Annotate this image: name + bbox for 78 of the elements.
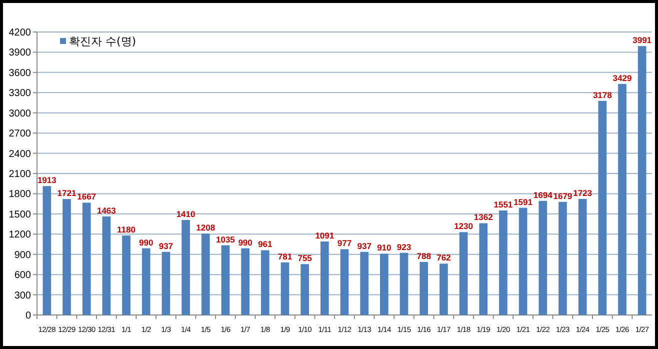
y-tick-label: 3900 — [8, 48, 32, 59]
data-label: 1410 — [176, 208, 196, 219]
y-tick-label: 2100 — [8, 169, 32, 180]
y-tick-label: 2400 — [8, 148, 32, 160]
data-label: 990 — [238, 237, 253, 248]
data-label: 1362 — [474, 212, 494, 222]
bar — [598, 100, 607, 315]
bar — [280, 262, 290, 315]
bar — [638, 46, 646, 315]
data-label: 1679 — [553, 190, 572, 201]
data-label: 1721 — [57, 188, 76, 198]
data-label: 788 — [416, 250, 432, 261]
bar — [538, 200, 548, 315]
data-label: 755 — [298, 253, 312, 264]
bar — [400, 252, 408, 315]
data-label: 3178 — [592, 90, 612, 100]
data-label: 1230 — [454, 221, 474, 232]
bar — [459, 232, 468, 315]
data-label: 961 — [258, 239, 273, 250]
bar — [122, 235, 130, 315]
bar — [340, 249, 349, 315]
bar — [479, 223, 488, 315]
bar — [62, 199, 71, 315]
data-label: 1694 — [533, 190, 553, 200]
y-tick-label: 900 — [14, 250, 32, 261]
bar — [440, 264, 448, 315]
bar — [360, 252, 369, 315]
y-tick-label: 3300 — [8, 88, 32, 100]
y-tick-label: 3600 — [8, 68, 32, 79]
y-tick-label: 3000 — [8, 108, 32, 120]
y-tick-label: 1800 — [8, 189, 32, 200]
y-tick-label: 1500 — [8, 209, 32, 220]
data-label: 1551 — [494, 199, 513, 210]
bar — [162, 252, 170, 315]
bar — [320, 241, 329, 315]
data-label: 910 — [377, 242, 392, 253]
data-label: 1463 — [96, 205, 116, 216]
legend-label: 확진자 수(명) — [69, 35, 136, 48]
bar — [499, 210, 508, 315]
y-tick-label: 4200 — [8, 28, 32, 38]
bar — [201, 234, 210, 315]
bar — [102, 216, 111, 315]
data-label: 1208 — [196, 222, 216, 233]
y-tick-label: 2700 — [8, 128, 32, 140]
bar — [518, 208, 528, 315]
data-label: 3991 — [632, 35, 652, 46]
bar — [618, 84, 626, 315]
data-label: 977 — [337, 238, 352, 248]
bar — [241, 248, 250, 315]
data-label: 1180 — [117, 224, 136, 234]
data-label: 1667 — [77, 192, 96, 202]
data-label: 923 — [396, 242, 412, 252]
bar — [420, 262, 428, 315]
data-label: 1035 — [216, 234, 236, 244]
bar — [260, 250, 270, 315]
bar — [82, 202, 91, 315]
data-label: 3429 — [612, 72, 632, 83]
data-label: 937 — [357, 240, 372, 251]
data-label: 990 — [139, 237, 154, 248]
data-label: 781 — [278, 251, 292, 262]
data-label: 1591 — [514, 196, 533, 207]
y-tick-label: 600 — [14, 270, 32, 282]
y-tick-label: 1200 — [8, 230, 32, 241]
bar — [578, 198, 587, 315]
data-label: 1723 — [573, 188, 592, 198]
data-label: 762 — [436, 252, 452, 263]
data-label: 1913 — [37, 175, 57, 186]
data-label: 1091 — [315, 230, 334, 240]
data-label: 937 — [158, 240, 174, 251]
bar — [300, 264, 309, 315]
bar — [380, 254, 388, 315]
bar — [142, 248, 150, 315]
bar — [42, 186, 52, 315]
y-tick-label: 0 — [25, 310, 32, 322]
bar — [558, 202, 567, 315]
bar — [182, 220, 190, 315]
bar — [221, 245, 230, 315]
y-tick-label: 300 — [14, 290, 32, 302]
